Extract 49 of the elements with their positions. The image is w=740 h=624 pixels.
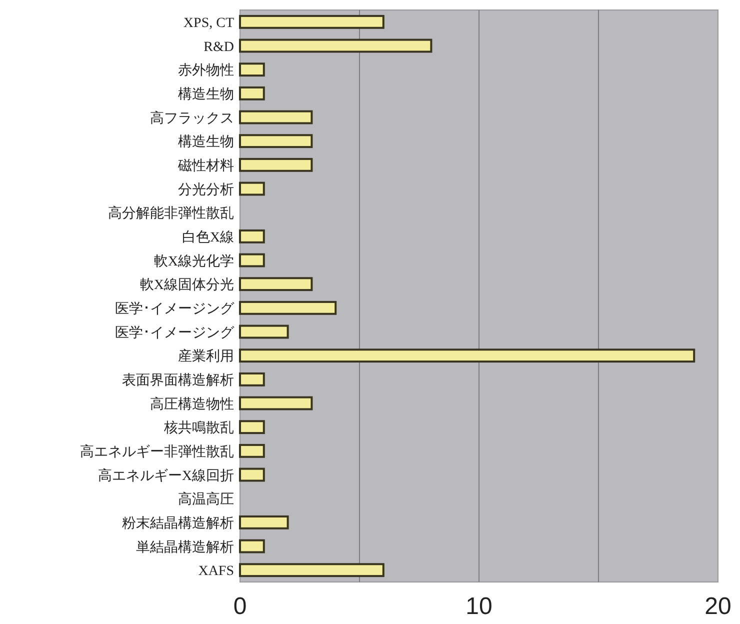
y-tick-label: 粉末結晶構造解析 <box>122 515 234 532</box>
bar <box>239 420 265 434</box>
bar <box>239 300 337 315</box>
bar <box>239 14 384 29</box>
y-tick-label: XPS, CT <box>183 16 234 31</box>
y-tick-label: 白色X線 <box>182 229 234 246</box>
bar <box>239 38 432 53</box>
y-tick-label: 高分解能非弾性散乱 <box>108 206 234 222</box>
bar <box>239 563 384 578</box>
y-tick-label: 医学･イメージング <box>115 324 235 341</box>
x-tick-label: 10 <box>466 593 492 620</box>
y-tick-label: 表面界面構造解析 <box>122 372 234 388</box>
bar <box>239 277 313 292</box>
bar <box>239 324 289 339</box>
x-tick-label: 0 <box>233 593 247 620</box>
bar <box>239 134 313 148</box>
bar <box>239 348 696 363</box>
y-tick-label: 医学･イメージング <box>115 300 235 317</box>
bar <box>239 110 313 124</box>
y-tick-label: R&D <box>204 40 234 55</box>
bar <box>239 372 265 386</box>
y-tick-label: XAFS <box>198 564 234 580</box>
y-tick-label: 高エネルギー非弾性散乱 <box>80 444 234 460</box>
y-tick-label: 構造生物 <box>178 134 234 150</box>
y-tick-label: 分光分析 <box>178 182 234 198</box>
y-tick-label: 赤外物性 <box>178 62 234 79</box>
y-tick-label: 産業利用 <box>178 348 234 365</box>
bar <box>239 229 265 244</box>
bar <box>239 86 265 100</box>
y-tick-label: 軟X線光化学 <box>154 253 234 270</box>
y-tick-label: 磁性材料 <box>177 158 234 174</box>
y-tick-label: 高フラックス <box>150 110 234 126</box>
bar <box>239 444 265 458</box>
y-tick-label: 高エネルギーX線回折 <box>98 468 234 484</box>
y-tick-label: 核共鳴散乱 <box>163 420 234 436</box>
y-tick-label: 軟X線固体分光 <box>140 277 234 294</box>
bar <box>239 182 265 196</box>
y-tick-label: 高圧構造物性 <box>150 396 234 412</box>
y-tick-label: 高温高圧 <box>178 492 234 508</box>
bar <box>239 158 313 172</box>
x-tick-label: 20 <box>704 593 732 620</box>
bar <box>239 468 265 482</box>
bar <box>239 253 265 268</box>
y-tick-label: 構造生物 <box>178 86 234 102</box>
bar <box>239 396 313 410</box>
y-tick-label: 単結晶構造解析 <box>136 539 234 556</box>
bar <box>239 62 265 77</box>
bar <box>239 515 289 530</box>
bar <box>239 539 265 554</box>
